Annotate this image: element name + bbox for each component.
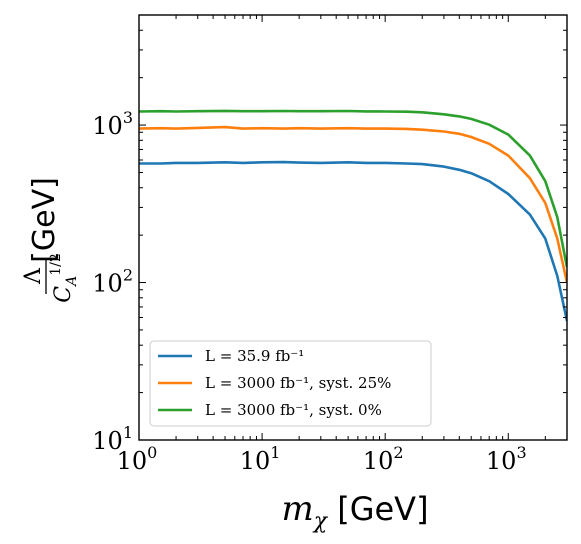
- y-tick-label: 103: [92, 108, 133, 140]
- legend: L = 35.9 fb⁻¹ L = 3000 fb⁻¹, syst. 25% L =…: [149, 340, 432, 427]
- x-tick-label: 100: [117, 443, 158, 475]
- series-line-2: [139, 125, 567, 283]
- legend-label-1: L = 35.9 fb⁻¹: [205, 347, 304, 365]
- svg-text:Λ: Λ: [21, 267, 46, 285]
- series-line-3: [139, 109, 567, 268]
- plot-frame: [138, 14, 568, 441]
- svg-text:[GeV]: [GeV]: [27, 177, 62, 263]
- legend-box: [149, 340, 432, 427]
- x-tick-label: 102: [363, 443, 404, 475]
- y-tick-label: 102: [92, 266, 133, 298]
- x-tick-label: 103: [486, 443, 527, 475]
- series-line-1: [139, 160, 567, 322]
- legend-label-2: L = 3000 fb⁻¹, syst. 25%: [205, 374, 391, 392]
- series-layer: [139, 109, 567, 322]
- x-axis-title: mχ [GeV]: [281, 489, 428, 534]
- y-tick-label: 101: [92, 423, 133, 455]
- legend-label-3: L = 3000 fb⁻¹, syst. 0%: [205, 401, 382, 419]
- y-axis-title: Λ CA1/2 [GeV]: [21, 177, 80, 303]
- x-tick-label: 101: [240, 443, 281, 475]
